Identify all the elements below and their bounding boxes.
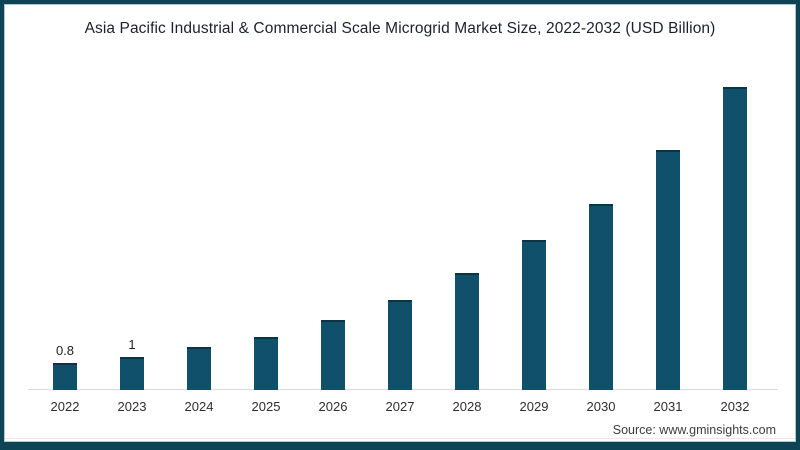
x-tick-2025: 2025: [251, 399, 281, 414]
bar-2028: [455, 273, 479, 390]
bar-2022: [53, 363, 77, 390]
value-label-2022: 0.8: [55, 343, 75, 358]
x-tick-2024: 2024: [184, 399, 214, 414]
bar-2023: [120, 357, 144, 390]
bar-2030: [589, 204, 613, 390]
bar-2026: [321, 320, 345, 390]
x-tick-2031: 2031: [653, 399, 683, 414]
bar-2031: [656, 150, 680, 390]
value-label-2023: 1: [128, 337, 136, 352]
x-tick-2030: 2030: [586, 399, 616, 414]
x-tick-2023: 2023: [117, 399, 147, 414]
bar-2025: [254, 337, 278, 390]
x-tick-2028: 2028: [452, 399, 482, 414]
footer-divider: [5, 438, 795, 439]
x-tick-2027: 2027: [385, 399, 415, 414]
bar-2032: [723, 87, 747, 390]
bar-2027: [388, 300, 412, 390]
bar-2024: [187, 347, 211, 390]
bar-2029: [522, 240, 546, 390]
chart-title: Asia Pacific Industrial & Commercial Sca…: [84, 20, 716, 37]
x-tick-2029: 2029: [519, 399, 549, 414]
x-tick-2032: 2032: [720, 399, 750, 414]
x-tick-2022: 2022: [50, 399, 80, 414]
x-tick-2026: 2026: [318, 399, 348, 414]
source-attribution: Source: www.gminsights.com: [612, 423, 776, 437]
